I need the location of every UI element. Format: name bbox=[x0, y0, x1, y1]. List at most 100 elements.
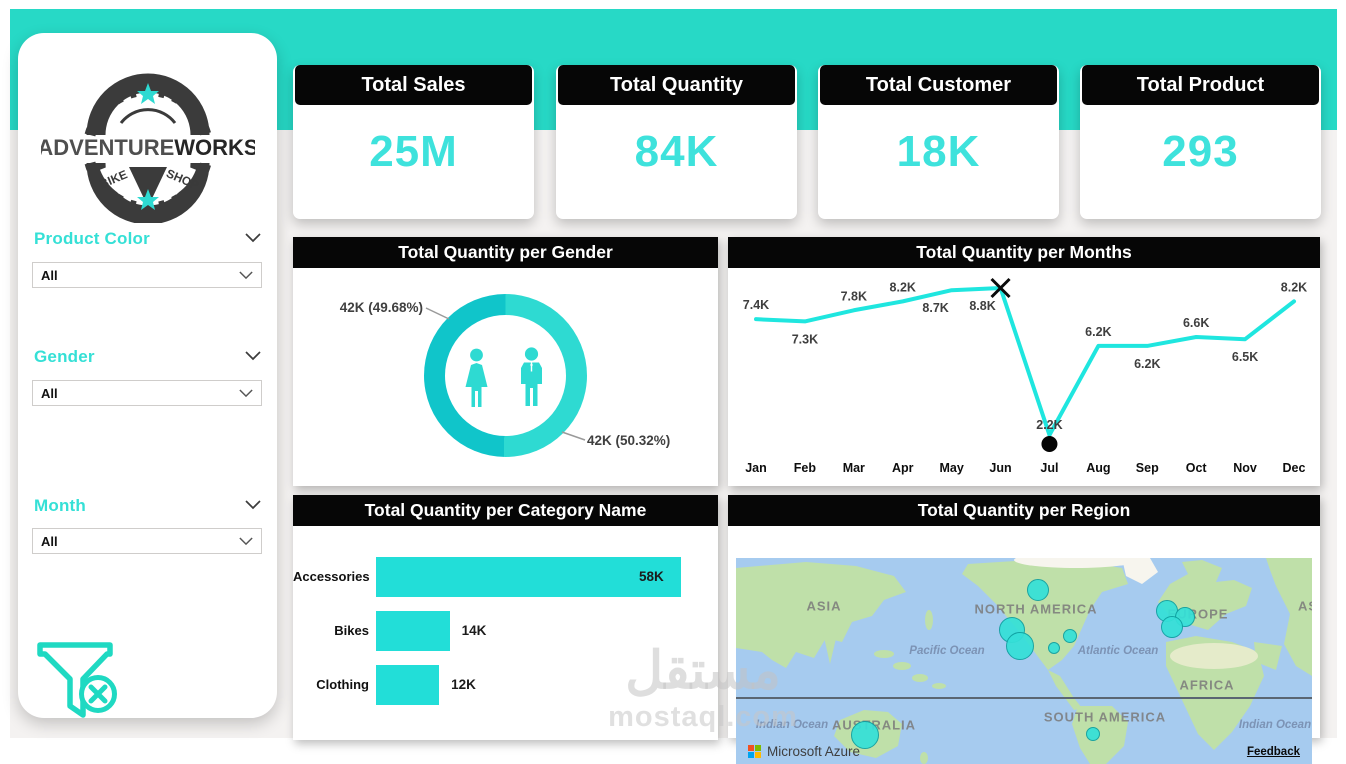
x-axis-label: Nov bbox=[1233, 461, 1257, 475]
bar-bikes[interactable] bbox=[376, 611, 450, 651]
feedback-link[interactable]: Feedback bbox=[1246, 746, 1300, 758]
data-label: 8.8K bbox=[969, 299, 995, 313]
kpi-header: Total Product bbox=[1082, 65, 1319, 105]
panel-title: Total Quantity per Region bbox=[917, 500, 1131, 520]
chevron-down-icon bbox=[239, 536, 253, 545]
map-bubble-france[interactable] bbox=[1161, 616, 1183, 638]
panel-title-bar: Total Quantity per Category Name bbox=[293, 495, 718, 526]
funnel-icon bbox=[37, 642, 113, 718]
map-label-north-america: NORTH AMERICA bbox=[974, 601, 1098, 617]
kpi-header: Total Quantity bbox=[558, 65, 795, 105]
attribution-text: Microsoft Azure bbox=[767, 744, 861, 759]
kpi-value: 25M bbox=[369, 127, 458, 176]
bar-accessories[interactable] bbox=[376, 557, 681, 597]
x-icon bbox=[88, 684, 108, 704]
kpi-title: Total Customer bbox=[865, 73, 1012, 96]
data-label: 6.6K bbox=[1183, 316, 1209, 330]
months-line-panel: Total Quantity per Months 7.4K 7.3K 7.8K 8.… bbox=[728, 237, 1320, 486]
bar-clothing[interactable] bbox=[376, 665, 440, 705]
star-top-icon bbox=[136, 83, 159, 104]
max-point-marker-icon bbox=[990, 277, 1011, 299]
bar-row: Bikes 14K bbox=[293, 611, 718, 651]
data-label: 8.2K bbox=[1281, 280, 1307, 294]
map-attribution: Microsoft Azure bbox=[748, 744, 860, 759]
data-label: 6.5K bbox=[1232, 350, 1258, 364]
data-label: 2.2K bbox=[1036, 418, 1062, 432]
month-dropdown-value: All bbox=[41, 533, 58, 549]
category-label: Clothing bbox=[316, 677, 369, 692]
kpi-title: Total Product bbox=[1136, 73, 1265, 96]
x-axis-label: Jun bbox=[989, 461, 1011, 475]
map-label-indian-ocean: Indian Ocean bbox=[1238, 719, 1312, 731]
chevron-down-icon[interactable] bbox=[245, 351, 261, 361]
x-axis-label: Sep bbox=[1136, 461, 1159, 475]
min-point-marker-icon bbox=[1041, 436, 1058, 452]
kpi-value: 18K bbox=[896, 127, 981, 176]
data-label: 7.3K bbox=[792, 332, 818, 346]
map-bubble-south-america[interactable] bbox=[1086, 727, 1100, 741]
gender-donut-panel: Total Quantity per Gender 42K (49.68%) 4… bbox=[293, 237, 718, 486]
map-label-atlantic-ocean: Atlantic Ocean bbox=[1077, 645, 1159, 657]
panel-title: Total Quantity per Gender bbox=[398, 242, 613, 262]
line-chart-svg[interactable]: 7.4K 7.3K 7.8K 8.2K 8.7K 8.8K 2.2K 6.2K 6.2K 6.6K… bbox=[728, 268, 1320, 487]
logo-text-bold: WORKS bbox=[174, 135, 255, 160]
map-bubble-northeast-us[interactable] bbox=[1063, 629, 1077, 643]
gender-donut-chart[interactable]: 42K (49.68%) 42K (50.32%) bbox=[293, 268, 718, 486]
female-icon bbox=[465, 348, 488, 407]
chevron-down-icon[interactable] bbox=[245, 500, 261, 510]
gender-dropdown[interactable]: All bbox=[32, 380, 262, 406]
map-label-pacific-ocean: Pacific Ocean bbox=[909, 645, 985, 657]
map-bubble-canada[interactable] bbox=[1027, 579, 1049, 601]
category-label: Bikes bbox=[334, 623, 369, 638]
kpi-header: Total Customer bbox=[820, 65, 1057, 105]
category-bar-panel: Total Quantity per Category Name Accesso… bbox=[293, 495, 718, 740]
month-filter-label: Month bbox=[34, 496, 86, 515]
panel-title-bar: Total Quantity per Months bbox=[728, 237, 1320, 268]
donut-label-male: 42K (50.32%) bbox=[587, 433, 671, 448]
months-line-chart[interactable]: 7.4K 7.3K 7.8K 8.2K 8.7K 8.8K 2.2K 6.2K 6.2K 6.6K… bbox=[728, 268, 1320, 486]
bar-value-label: 14K bbox=[461, 623, 487, 638]
data-label: 6.2K bbox=[1134, 357, 1160, 371]
map-label-africa: AFRICA bbox=[1179, 677, 1235, 693]
kpi-value: 293 bbox=[1162, 127, 1239, 176]
x-axis-label: Oct bbox=[1186, 461, 1208, 475]
donut-leader-lines bbox=[425, 307, 586, 441]
logo-text-normal: ADVENTURE bbox=[41, 135, 174, 160]
line-series[interactable] bbox=[754, 286, 1296, 437]
donut-label-female: 42K (49.68%) bbox=[339, 300, 423, 315]
bar-row: Accessories 58K bbox=[293, 557, 718, 597]
x-axis-label: Jan bbox=[745, 461, 767, 475]
data-label: 7.8K bbox=[841, 289, 867, 303]
adventureworks-logo: ADVENTUREWORKS BIKE SHOP bbox=[37, 71, 258, 228]
map-continents bbox=[736, 558, 1312, 764]
map-label-indian-ocean: Indian Ocean bbox=[755, 719, 829, 731]
product-color-dropdown-value: All bbox=[41, 267, 58, 283]
male-icon bbox=[521, 347, 542, 406]
filter-sidebar: ADVENTUREWORKS BIKE SHOP Product Color A… bbox=[18, 33, 277, 718]
gender-dropdown-value: All bbox=[41, 385, 58, 401]
month-dropdown[interactable]: All bbox=[32, 528, 262, 554]
donut-ring[interactable] bbox=[424, 294, 587, 457]
x-axis-label: Feb bbox=[794, 461, 817, 475]
panel-title: Total Quantity per Months bbox=[916, 242, 1132, 262]
logo-text: ADVENTUREWORKS bbox=[41, 135, 255, 160]
gear-band-bottom-icon bbox=[86, 162, 209, 225]
star-bottom-icon bbox=[136, 189, 159, 210]
category-bar-chart[interactable]: Accessories 58K Bikes 14K Clothing 12K bbox=[293, 526, 718, 740]
map-bubble-southeast-us[interactable] bbox=[1048, 642, 1060, 654]
chevron-down-icon[interactable] bbox=[245, 233, 261, 243]
x-axis-label: Mar bbox=[843, 461, 865, 475]
panel-title-bar: Total Quantity per Region bbox=[728, 495, 1320, 526]
map-bubble-southwest-us[interactable] bbox=[1006, 632, 1034, 660]
panel-title: Total Quantity per Category Name bbox=[364, 500, 647, 520]
x-axis-label: Jul bbox=[1040, 461, 1058, 475]
clear-filters-button[interactable] bbox=[34, 633, 126, 725]
kpi-card-total-quantity: Total Quantity 84K bbox=[556, 65, 797, 219]
donut-hole bbox=[445, 315, 566, 436]
kpi-card-total-product: Total Product 293 bbox=[1080, 65, 1321, 219]
x-axis-label: Aug bbox=[1086, 461, 1110, 475]
panel-title-bar: Total Quantity per Gender bbox=[293, 237, 718, 268]
map-label-asia: ASIA bbox=[806, 598, 842, 614]
product-color-dropdown[interactable]: All bbox=[32, 262, 262, 288]
